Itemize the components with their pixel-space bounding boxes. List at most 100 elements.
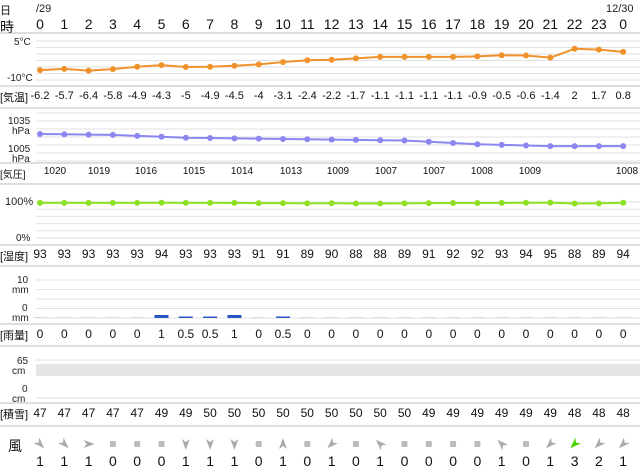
pressure-point bbox=[182, 134, 189, 141]
temp-point bbox=[523, 52, 529, 59]
hour-cell: 8 bbox=[230, 16, 239, 32]
snow-value: 50 bbox=[300, 406, 314, 420]
pressure-point bbox=[352, 136, 359, 143]
humidity-axis-bottom: 0% bbox=[16, 233, 31, 244]
precip-bar bbox=[300, 317, 315, 318]
precip-value: 0 bbox=[36, 327, 44, 341]
pressure-value: 1020 bbox=[43, 166, 67, 177]
precip-bar bbox=[203, 316, 218, 318]
wind-speed-value: 0 bbox=[449, 453, 457, 469]
wind-calm-icon bbox=[255, 441, 262, 447]
precip-axis-top-unit: mm bbox=[12, 285, 29, 296]
precip-value: 0 bbox=[85, 327, 92, 341]
temp-value: -1.1 bbox=[395, 90, 414, 102]
pressure-value: 1007 bbox=[422, 166, 446, 177]
pressure-point bbox=[158, 133, 165, 140]
precip-value: 0.5 bbox=[274, 327, 292, 341]
temp-value: 1.7 bbox=[591, 90, 607, 102]
precip-bar bbox=[227, 315, 242, 318]
hour-cell: 21 bbox=[542, 16, 559, 32]
precip-value: 0 bbox=[328, 327, 335, 341]
snow-axis-bottom: 0 bbox=[22, 384, 28, 395]
pressure-point bbox=[37, 131, 43, 137]
hour-cell: 6 bbox=[181, 16, 190, 32]
humidity-value: 91 bbox=[276, 247, 290, 261]
temp-point bbox=[377, 53, 384, 60]
temp-value: -4.3 bbox=[152, 90, 171, 102]
wind-speed-value: 1 bbox=[181, 453, 190, 469]
humidity-point bbox=[571, 200, 578, 207]
hour-cell: 15 bbox=[396, 16, 413, 32]
precip-value: 0 bbox=[109, 327, 117, 341]
precip-value: 0 bbox=[449, 327, 457, 341]
precip-value: 0 bbox=[619, 327, 627, 341]
humidity-value: 94 bbox=[519, 247, 533, 261]
hour-cell: 7 bbox=[206, 16, 214, 32]
snow-value: 49 bbox=[519, 406, 533, 420]
humidity-value: 92 bbox=[470, 247, 485, 261]
wind-calm-icon bbox=[523, 441, 529, 447]
pressure-axis-bottom: 1005 bbox=[8, 144, 31, 155]
precip-bar bbox=[591, 317, 606, 318]
humidity-point bbox=[425, 200, 432, 207]
temp-point bbox=[304, 57, 311, 64]
wind-speed-value: 1 bbox=[60, 453, 69, 469]
precip-bar bbox=[251, 317, 266, 318]
snow-value: 47 bbox=[57, 406, 71, 420]
precip-value: 1 bbox=[158, 327, 165, 341]
temp-point bbox=[595, 46, 602, 53]
precip-bar bbox=[494, 317, 509, 318]
snow-value: 49 bbox=[422, 406, 436, 420]
temp-point bbox=[61, 65, 68, 72]
pressure-point bbox=[377, 137, 384, 144]
snow-value: 49 bbox=[495, 406, 509, 420]
snow-value: 49 bbox=[179, 406, 193, 420]
temp-value: -1.7 bbox=[346, 90, 366, 102]
pressure-value: 1009 bbox=[326, 166, 350, 177]
humidity-point bbox=[595, 200, 602, 207]
precip-bar bbox=[470, 317, 485, 318]
hour-cell: 2 bbox=[84, 16, 93, 32]
hour-cell: 10 bbox=[275, 16, 291, 32]
temp-point bbox=[231, 62, 238, 69]
precip-value: 0.5 bbox=[177, 327, 195, 341]
snow-value: 48 bbox=[616, 406, 630, 420]
temp-point bbox=[401, 53, 408, 60]
precip-bar bbox=[81, 317, 96, 318]
precip-bar bbox=[33, 317, 47, 318]
snow-value: 49 bbox=[543, 406, 557, 420]
humidity-point bbox=[231, 199, 238, 206]
pressure-series-line bbox=[39, 133, 624, 148]
temp-value: -2.2 bbox=[322, 90, 342, 102]
hour-label: 時 bbox=[0, 19, 14, 35]
wind-direction-arrow-icon bbox=[546, 437, 557, 449]
temp-point bbox=[207, 63, 214, 70]
precip-axis-bottom: 0 bbox=[22, 303, 28, 314]
temp-point bbox=[352, 55, 359, 62]
temp-series-line bbox=[39, 47, 624, 72]
temp-value: -3.1 bbox=[273, 90, 293, 102]
temp-axis-bottom: -10°C bbox=[7, 73, 33, 84]
temp-value: -4.9 bbox=[200, 90, 220, 102]
pressure-point bbox=[474, 141, 481, 148]
precip-axis-bottom-unit: mm bbox=[12, 313, 29, 324]
temp-value: -1.4 bbox=[540, 90, 560, 102]
wind-speed-value: 1 bbox=[230, 453, 239, 469]
humidity-value: 93 bbox=[106, 247, 120, 261]
wind-speed-value: 0 bbox=[254, 453, 263, 469]
snow-value: 50 bbox=[397, 406, 412, 420]
hour-cell: 3 bbox=[108, 16, 117, 32]
humidity-value: 93 bbox=[57, 247, 71, 261]
snow-value: 50 bbox=[203, 406, 217, 420]
wind-speed-value: 1 bbox=[376, 453, 385, 469]
temp-value: -4.9 bbox=[127, 90, 147, 102]
wind-calm-icon bbox=[134, 441, 141, 447]
wind-speed-value: 0 bbox=[108, 453, 117, 469]
pressure-point bbox=[401, 137, 408, 144]
precip-bar bbox=[567, 317, 582, 318]
wind-direction-arrow-icon bbox=[375, 439, 387, 451]
precip-bar bbox=[543, 317, 558, 318]
precip-bar bbox=[373, 317, 388, 318]
humidity-point bbox=[85, 199, 92, 206]
